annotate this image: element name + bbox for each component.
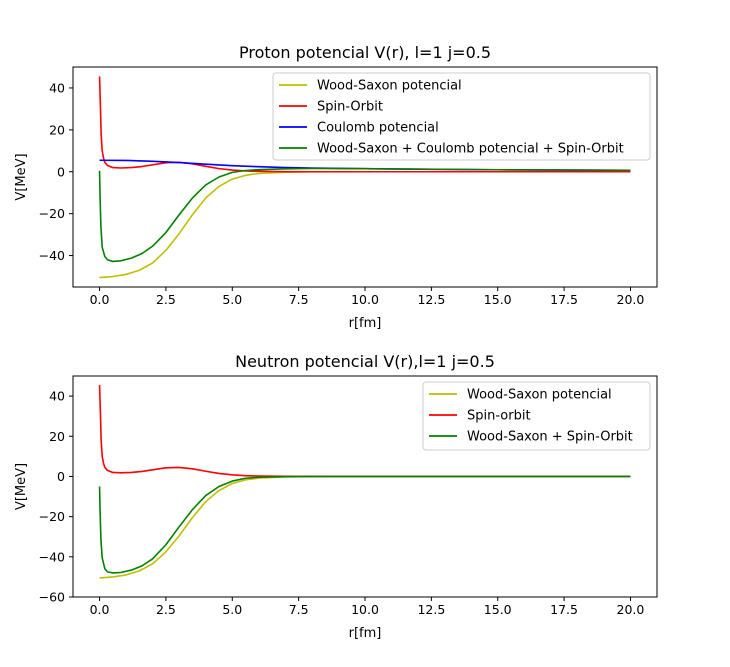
series-line-3 bbox=[98, 475, 631, 574]
x-tick-label: 10.0 bbox=[351, 292, 379, 307]
x-tick-label: 12.5 bbox=[417, 292, 445, 307]
legend-entry-3: Wood-Saxon + Spin-Orbit bbox=[467, 430, 633, 445]
series-line-2 bbox=[98, 76, 631, 173]
y-tick-label: 20 bbox=[49, 429, 65, 444]
legend: Wood-Saxon potencial Spin-orbit Wood-Saxon… bbox=[422, 381, 651, 451]
legend-entry-2: Spin-Orbit bbox=[317, 100, 383, 115]
y-tick-label: −20 bbox=[39, 509, 65, 524]
y-tick-label: −20 bbox=[39, 206, 65, 221]
y-tick-label: 0 bbox=[57, 469, 65, 484]
series-group bbox=[98, 76, 631, 279]
legend-entry-4: Wood-Saxon + Coulomb potencial + Spin-Or… bbox=[317, 142, 624, 157]
y-tick-label: −40 bbox=[39, 549, 65, 564]
y-axis-label: V[MeV] bbox=[14, 463, 29, 510]
x-tick-label: 12.5 bbox=[417, 602, 445, 617]
x-tick-label: 7.5 bbox=[289, 602, 309, 617]
x-tick-label: 5.0 bbox=[222, 292, 242, 307]
x-axis-label: r[fm] bbox=[349, 626, 382, 641]
legend-entry-2: Spin-orbit bbox=[467, 409, 531, 424]
x-tick-label: 2.5 bbox=[156, 292, 176, 307]
y-tick-label: −40 bbox=[39, 248, 65, 263]
series-group bbox=[98, 385, 631, 579]
x-tick-label: 17.5 bbox=[550, 292, 578, 307]
chart-panel-1: 0.0 2.5 5.0 7.5 10.0 12.5 15.0 17.5 20.0 −40 −20 0 2… bbox=[14, 43, 658, 331]
x-tick-label: 0.0 bbox=[90, 602, 110, 617]
x-tick-label: 0.0 bbox=[90, 292, 110, 307]
x-tick-label: 5.0 bbox=[222, 602, 242, 617]
x-tick-label: 15.0 bbox=[484, 602, 512, 617]
y-tick-label: 0 bbox=[57, 164, 65, 179]
chart-title: Neutron potencial V(r),l=1 j=0.5 bbox=[235, 352, 495, 371]
y-tick-label: −60 bbox=[39, 590, 65, 605]
y-tick-label: 40 bbox=[49, 389, 65, 404]
legend-frame bbox=[272, 72, 651, 161]
x-tick-label: 2.5 bbox=[156, 602, 176, 617]
x-tick-label: 15.0 bbox=[484, 292, 512, 307]
y-axis-label: V[MeV] bbox=[14, 153, 29, 200]
x-tick-label: 20.0 bbox=[617, 602, 645, 617]
x-tick-label: 20.0 bbox=[617, 292, 645, 307]
legend-entry-1: Wood-Saxon potencial bbox=[467, 388, 612, 403]
x-tick-label: 17.5 bbox=[550, 602, 578, 617]
chart-title: Proton potencial V(r), l=1 j=0.5 bbox=[239, 43, 491, 62]
x-axis-label: r[fm] bbox=[349, 316, 382, 331]
legend-entry-1: Wood-Saxon potencial bbox=[317, 79, 462, 94]
legend: Wood-Saxon potencial Spin-Orbit Coulomb po… bbox=[272, 72, 651, 161]
chart-panel-2: 0.0 2.5 5.0 7.5 10.0 12.5 15.0 17.5 20.0 −60 −40 −2… bbox=[14, 352, 658, 641]
y-tick-label: 20 bbox=[49, 122, 65, 137]
series-line-4 bbox=[98, 167, 631, 263]
legend-entry-3: Coulomb potencial bbox=[317, 121, 439, 136]
x-tick-label: 7.5 bbox=[289, 292, 309, 307]
y-tick-label: 40 bbox=[49, 80, 65, 95]
legend-frame bbox=[422, 381, 651, 451]
x-tick-label: 10.0 bbox=[351, 602, 379, 617]
